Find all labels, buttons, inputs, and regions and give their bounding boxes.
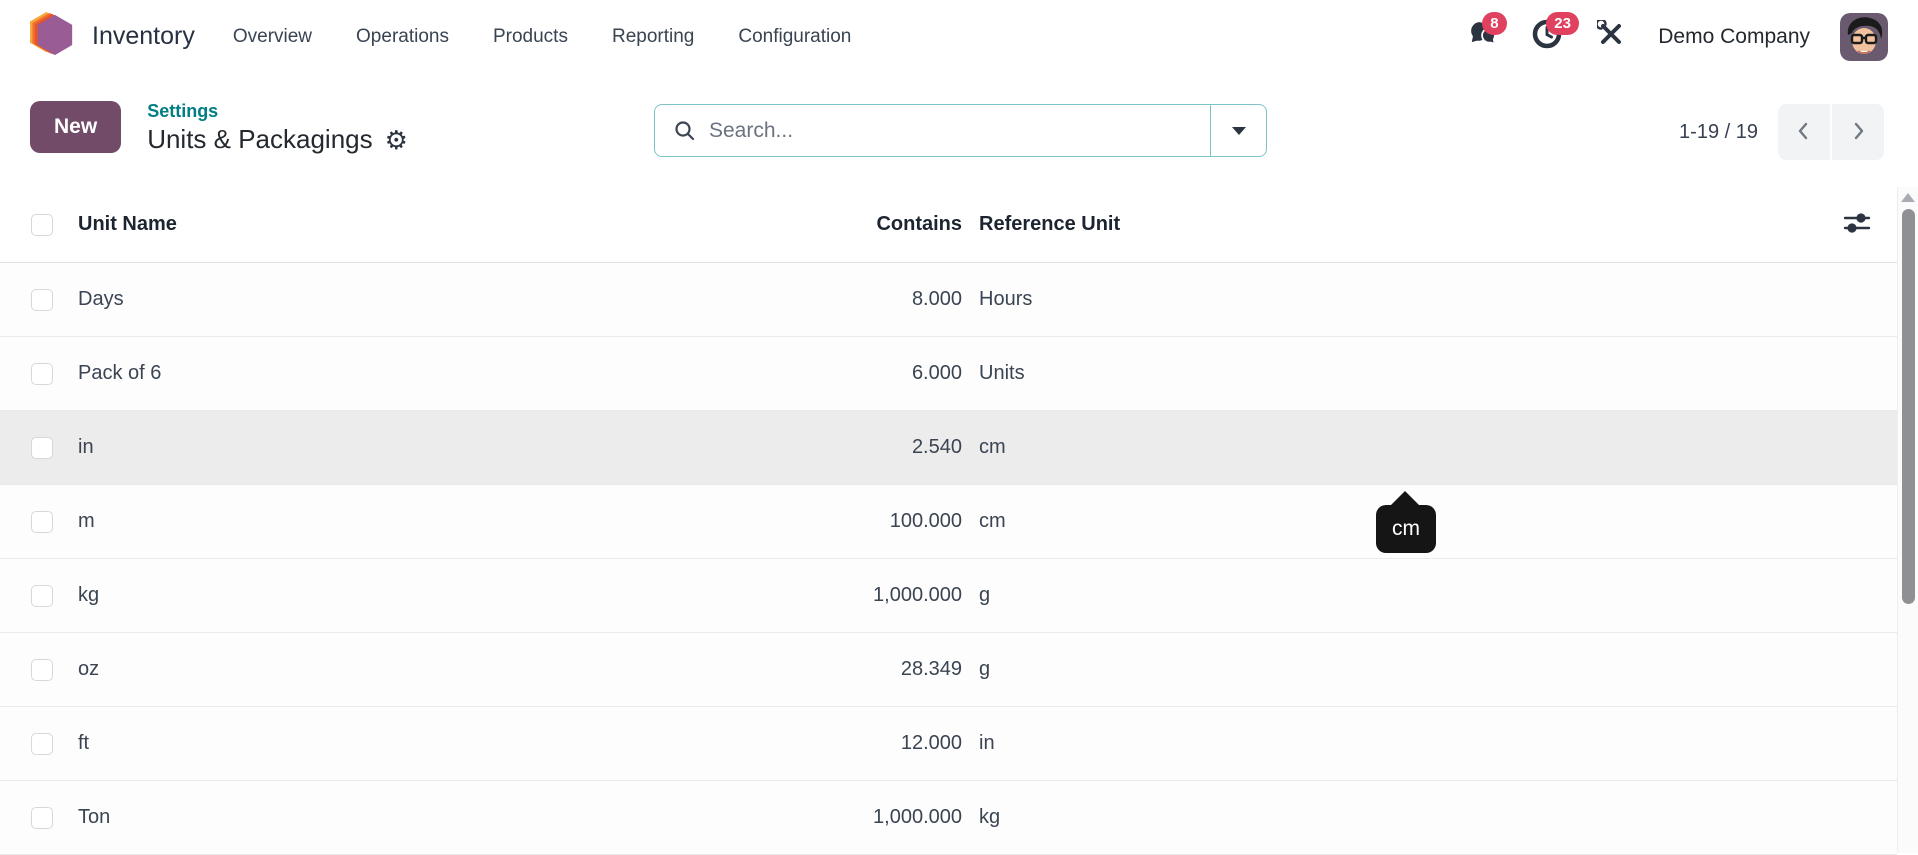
contains-cell[interactable]: 100.000 <box>638 510 962 533</box>
reference-unit-cell[interactable]: Units <box>962 362 1817 385</box>
header-contains[interactable]: Contains <box>638 213 962 236</box>
scrollbar-thumb[interactable] <box>1902 209 1915 604</box>
sliders-icon <box>1840 210 1874 239</box>
search-bar <box>654 104 1267 157</box>
units-list: Unit Name Contains Reference Unit Days 8… <box>0 187 1897 853</box>
pager: 1-19 / 19 <box>1679 104 1884 160</box>
messages-button[interactable]: 8 <box>1466 20 1500 54</box>
unit-name-cell[interactable]: in <box>78 436 638 459</box>
row-checkbox[interactable] <box>31 511 53 533</box>
user-avatar[interactable] <box>1840 13 1888 61</box>
reference-unit-cell[interactable]: cm <box>962 436 1817 459</box>
unit-name-cell[interactable]: m <box>78 510 638 533</box>
inventory-app-icon <box>30 11 76 62</box>
app-title: Inventory <box>92 22 195 51</box>
pager-previous-button[interactable] <box>1778 104 1830 160</box>
chevron-left-icon <box>1792 119 1816 146</box>
pager-next-button[interactable] <box>1832 104 1884 160</box>
table-row[interactable]: Pack of 6 6.000 Units <box>0 337 1897 411</box>
pager-range: 1-19 / 19 <box>1679 121 1758 144</box>
contains-cell[interactable]: 1,000.000 <box>638 584 962 607</box>
chevron-right-icon <box>1846 119 1870 146</box>
row-checkbox[interactable] <box>31 585 53 607</box>
unit-name-cell[interactable]: ft <box>78 732 638 755</box>
messages-badge: 8 <box>1482 12 1506 35</box>
search-input[interactable] <box>709 119 1210 143</box>
table-row[interactable]: Ton 1,000.000 kg <box>0 781 1897 855</box>
contains-cell[interactable]: 1,000.000 <box>638 806 962 829</box>
row-checkbox[interactable] <box>31 659 53 681</box>
tooltip-arrow-icon <box>1390 491 1420 506</box>
search-dropdown-toggle[interactable] <box>1210 105 1266 156</box>
row-checkbox[interactable] <box>31 289 53 311</box>
menu-configuration[interactable]: Configuration <box>738 26 851 48</box>
tooltip: cm <box>1376 505 1436 553</box>
table-row-hovered[interactable]: in 2.540 cm <box>0 411 1897 485</box>
page-title: Units & Packagings <box>147 124 372 155</box>
unit-name-cell[interactable]: Days <box>78 288 638 311</box>
app-switcher[interactable]: Inventory <box>30 11 195 62</box>
new-button[interactable]: New <box>30 101 121 153</box>
chevron-down-icon <box>1232 127 1246 135</box>
contains-cell[interactable]: 6.000 <box>638 362 962 385</box>
row-checkbox[interactable] <box>31 363 53 385</box>
select-all-checkbox[interactable] <box>31 214 53 236</box>
search-icon <box>655 119 709 143</box>
unit-name-cell[interactable]: Ton <box>78 806 638 829</box>
top-navbar: Inventory Overview Operations Products R… <box>0 0 1918 73</box>
row-checkbox[interactable] <box>31 437 53 459</box>
systray: 8 23 Demo Company <box>1466 13 1888 61</box>
breadcrumb-settings-link[interactable]: Settings <box>147 101 408 122</box>
control-panel: New Settings Units & Packagings ⚙ 1-19 /… <box>0 73 1918 187</box>
main-menu: Overview Operations Products Reporting C… <box>233 26 852 48</box>
unit-name-cell[interactable]: Pack of 6 <box>78 362 638 385</box>
reference-unit-cell[interactable]: g <box>962 584 1817 607</box>
reference-unit-cell[interactable]: Hours <box>962 288 1817 311</box>
reference-unit-cell[interactable]: in <box>962 732 1817 755</box>
menu-products[interactable]: Products <box>493 26 568 48</box>
table-row[interactable]: kg 1,000.000 g <box>0 559 1897 633</box>
vertical-scrollbar[interactable] <box>1897 187 1918 853</box>
table-row[interactable]: oz 28.349 g <box>0 633 1897 707</box>
reference-unit-cell[interactable]: g <box>962 658 1817 681</box>
reference-unit-cell[interactable]: kg <box>962 806 1817 829</box>
header-reference-unit[interactable]: Reference Unit <box>962 213 1817 236</box>
unit-name-cell[interactable]: kg <box>78 584 638 607</box>
contains-cell[interactable]: 28.349 <box>638 658 962 681</box>
menu-overview[interactable]: Overview <box>233 26 312 48</box>
table-row[interactable]: m 100.000 cm <box>0 485 1897 559</box>
activities-badge: 23 <box>1546 12 1579 35</box>
tooltip-text: cm <box>1392 517 1420 540</box>
unit-name-cell[interactable]: oz <box>78 658 638 681</box>
breadcrumb: Settings Units & Packagings ⚙ <box>147 101 408 155</box>
activities-button[interactable]: 23 <box>1530 20 1564 54</box>
contains-cell[interactable]: 12.000 <box>638 732 962 755</box>
scroll-up-arrow-icon[interactable] <box>1901 193 1915 202</box>
debug-tools-button[interactable] <box>1594 20 1628 54</box>
row-checkbox[interactable] <box>31 733 53 755</box>
menu-operations[interactable]: Operations <box>356 26 449 48</box>
menu-reporting[interactable]: Reporting <box>612 26 694 48</box>
contains-cell[interactable]: 8.000 <box>638 288 962 311</box>
header-unit-name[interactable]: Unit Name <box>78 213 638 236</box>
company-selector[interactable]: Demo Company <box>1658 25 1810 49</box>
action-gear-icon[interactable]: ⚙ <box>385 127 408 153</box>
table-row[interactable]: Days 8.000 Hours <box>0 263 1897 337</box>
contains-cell[interactable]: 2.540 <box>638 436 962 459</box>
tools-icon <box>1597 20 1625 53</box>
row-checkbox[interactable] <box>31 807 53 829</box>
table-row[interactable]: ft 12.000 in <box>0 707 1897 781</box>
list-header-row: Unit Name Contains Reference Unit <box>0 187 1897 263</box>
optional-columns-button[interactable] <box>1840 210 1874 239</box>
